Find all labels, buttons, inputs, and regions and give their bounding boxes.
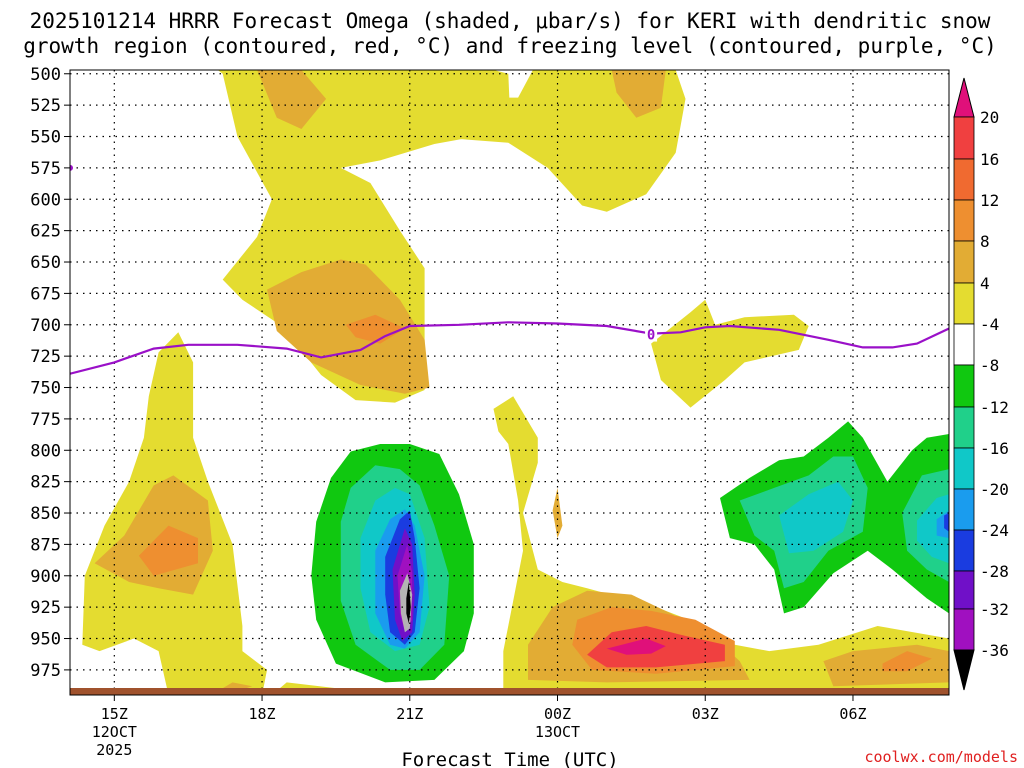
colorbar-bin-1 <box>953 158 975 201</box>
omega-shading <box>82 70 949 695</box>
y-tick-label-925: 925 <box>30 598 61 618</box>
omega-region-14 <box>345 314 405 344</box>
x-tick-label-18Z: 18Z <box>249 705 276 723</box>
freezing-level-line <box>70 321 949 375</box>
surface-strip <box>70 688 949 695</box>
colorbar-label-12: -32 <box>980 600 1009 619</box>
y-tick-label-875: 875 <box>30 535 61 555</box>
colorbar: 20 16 12 8 4 -4 -8 -12 -16 -20 -24 -28 -32 -36 <box>953 77 1009 691</box>
y-tick-label-625: 625 <box>30 222 61 242</box>
x-tick-date-15Z: 12OCT <box>92 723 137 741</box>
freezing-level-label-bg <box>645 325 658 342</box>
freezing-level-label: 0 <box>647 328 655 344</box>
colorbar-label-4: 4 <box>980 274 990 293</box>
y-tick-label-525: 525 <box>30 96 61 116</box>
colorbar-bin-2 <box>953 199 975 242</box>
colorbar-label-0: 20 <box>980 108 999 127</box>
y-tick-label-850: 850 <box>30 504 61 524</box>
x-tick-label-03Z: 03Z <box>692 705 719 723</box>
y-tick-label-600: 600 <box>30 190 61 210</box>
x-tick-label-00Z: 00Z <box>544 705 571 723</box>
colorbar-bottom-arrow <box>953 649 975 691</box>
y-tick-label-725: 725 <box>30 347 61 367</box>
y-tick-label-775: 775 <box>30 410 61 430</box>
y-tick-label-825: 825 <box>30 473 61 493</box>
y-tick-label-675: 675 <box>30 284 61 304</box>
y-tick-label-975: 975 <box>30 661 61 681</box>
omega-region-25 <box>779 481 853 554</box>
colorbar-label-6: -8 <box>980 356 999 375</box>
omega-region-15 <box>138 525 198 576</box>
y-tick-label-800: 800 <box>30 441 61 461</box>
colorbar-bin-0 <box>953 116 975 160</box>
colorbar-label-1: 16 <box>980 150 999 169</box>
colorbar-bin-3 <box>953 240 975 284</box>
x-tick-year-15Z: 2025 <box>96 741 132 759</box>
colorbar-label-9: -20 <box>980 480 1009 499</box>
colorbar-label-2: 12 <box>980 191 999 210</box>
x-tick-label-15Z: 15Z <box>101 705 128 723</box>
colorbar-bin-12 <box>953 608 975 651</box>
x-tick-label-06Z: 06Z <box>839 705 866 723</box>
y-tick-label-950: 950 <box>30 630 61 650</box>
y-tick-label-700: 700 <box>30 316 61 336</box>
colorbar-bin-10 <box>953 529 975 572</box>
x-tick-label-21Z: 21Z <box>396 705 423 723</box>
colorbar-label-5: -4 <box>980 315 999 334</box>
omega-region-26 <box>917 494 949 564</box>
y-tick-label-550: 550 <box>30 128 61 148</box>
y-tick-label-650: 650 <box>30 253 61 273</box>
plot-frame <box>69 69 950 696</box>
omega-region-19 <box>606 638 666 655</box>
colorbar-label-11: -28 <box>980 562 1009 581</box>
y-tick-label-750: 750 <box>30 379 61 399</box>
omega-region-7 <box>611 70 666 118</box>
colorbar-bin-5 <box>953 323 975 366</box>
grid-lines <box>70 70 949 695</box>
watermark: coolwx.com/models <box>864 748 1018 766</box>
colorbar-label-7: -12 <box>980 398 1009 417</box>
freezing-level: 0 <box>70 164 949 375</box>
chart-title-line1: 2025101214 HRRR Forecast Omega (shaded, … <box>30 9 991 33</box>
x-tick-date-00Z: 13OCT <box>535 723 580 741</box>
colorbar-bin-6 <box>953 364 975 408</box>
chart-title-line2: growth region (contoured, red, °C) and f… <box>23 34 997 58</box>
omega-region-31 <box>944 513 949 532</box>
colorbar-label-8: -16 <box>980 439 1009 458</box>
pressure-axis: 500 525 550 575 600 625 650 675 700 725 750 775 800 8… <box>30 65 70 681</box>
omega-region-16 <box>882 651 932 672</box>
colorbar-label-3: 8 <box>980 232 990 251</box>
colorbar-bin-11 <box>953 570 975 610</box>
omega-region-2 <box>651 299 809 408</box>
colorbar-bin-4 <box>953 282 975 325</box>
y-tick-label-500: 500 <box>30 65 61 85</box>
omega-region-6 <box>257 70 327 129</box>
omega-region-35 <box>406 582 411 624</box>
colorbar-label-13: -36 <box>980 641 1009 660</box>
colorbar-bin-9 <box>953 488 975 531</box>
y-tick-label-575: 575 <box>30 159 61 179</box>
y-tick-label-900: 900 <box>30 567 61 587</box>
colorbar-label-10: -24 <box>980 521 1009 540</box>
colorbar-bin-7 <box>953 406 975 449</box>
x-axis-label: Forecast Time (UTC) <box>401 749 618 768</box>
freezing-level-edge-marker <box>70 164 73 171</box>
colorbar-bin-8 <box>953 447 975 490</box>
